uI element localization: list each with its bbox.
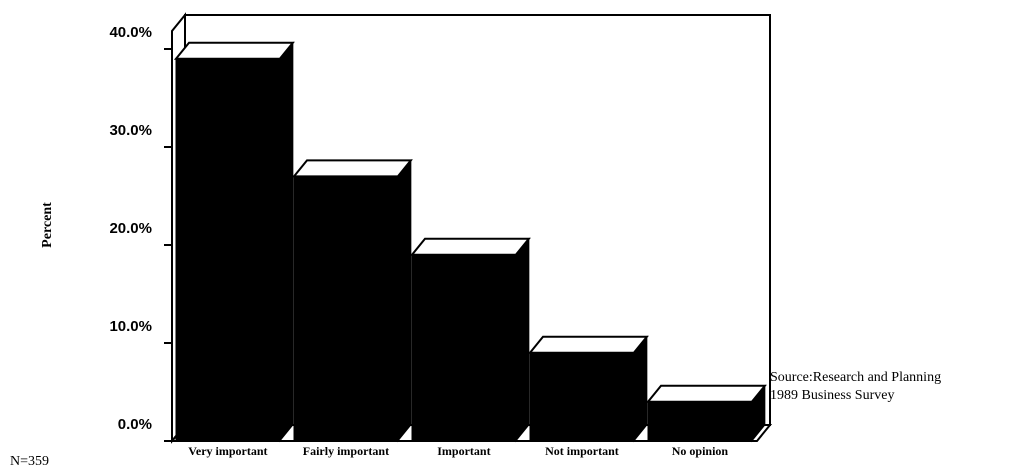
bar-top bbox=[291, 159, 413, 178]
y-tick-label: 30.0% bbox=[109, 122, 152, 139]
y-axis-label: Percent bbox=[40, 202, 55, 248]
bar-top bbox=[527, 335, 649, 354]
bar bbox=[647, 401, 753, 442]
x-tick-label: Fairly important bbox=[303, 444, 389, 458]
annotation: 1989 Business Survey bbox=[770, 388, 894, 403]
bar-top bbox=[645, 384, 767, 403]
bar-side bbox=[397, 158, 412, 443]
bar bbox=[529, 352, 635, 442]
sample-note: N=359 bbox=[10, 454, 49, 469]
x-tick-label: Not important bbox=[545, 444, 619, 458]
x-tick-label: No opinion bbox=[672, 444, 729, 458]
x-tick-label: Important bbox=[437, 444, 490, 458]
bar-top bbox=[409, 237, 531, 256]
bar bbox=[293, 175, 399, 442]
bar-top bbox=[173, 41, 295, 60]
bar bbox=[411, 254, 517, 442]
y-tick-label: 20.0% bbox=[109, 220, 152, 237]
y-tick-label: 0.0% bbox=[118, 416, 152, 433]
bar-side bbox=[633, 335, 648, 443]
annotation: Source:Research and Planning bbox=[770, 370, 941, 385]
y-tick-label: 10.0% bbox=[109, 318, 152, 335]
bar-side bbox=[279, 41, 294, 443]
x-tick-label: Very important bbox=[188, 444, 267, 458]
bar bbox=[175, 58, 281, 442]
y-tick-label: 40.0% bbox=[109, 24, 152, 41]
bar-side bbox=[515, 237, 530, 443]
